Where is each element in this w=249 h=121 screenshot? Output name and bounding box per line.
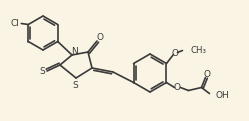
Text: O: O xyxy=(174,83,181,92)
Text: O: O xyxy=(97,34,104,42)
Text: O: O xyxy=(172,49,179,58)
Text: Cl: Cl xyxy=(11,19,20,28)
Text: N: N xyxy=(71,46,77,56)
Text: OH: OH xyxy=(215,91,229,100)
Text: O: O xyxy=(204,70,211,79)
Text: CH₃: CH₃ xyxy=(190,46,206,55)
Text: S: S xyxy=(72,80,78,90)
Text: S: S xyxy=(39,68,45,76)
